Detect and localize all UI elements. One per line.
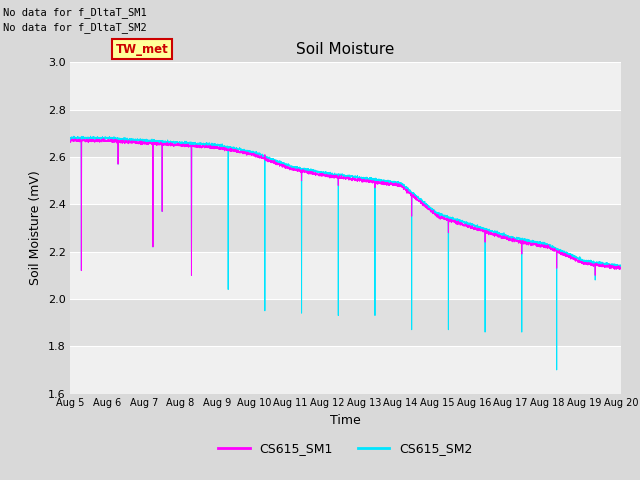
Bar [70,204,621,252]
Title: Soil Moisture: Soil Moisture [296,42,395,57]
Bar [70,299,621,346]
Bar [70,157,621,204]
Text: No data for f_DltaT_SM2: No data for f_DltaT_SM2 [3,22,147,33]
Text: No data for f_DltaT_SM1: No data for f_DltaT_SM1 [3,7,147,18]
Bar [70,62,621,110]
Bar [70,346,621,394]
Y-axis label: Soil Moisture (mV): Soil Moisture (mV) [29,170,42,286]
Text: TW_met: TW_met [116,43,168,56]
Bar [70,110,621,157]
Legend: CS615_SM1, CS615_SM2: CS615_SM1, CS615_SM2 [214,437,477,460]
X-axis label: Time: Time [330,414,361,427]
Bar [70,252,621,299]
